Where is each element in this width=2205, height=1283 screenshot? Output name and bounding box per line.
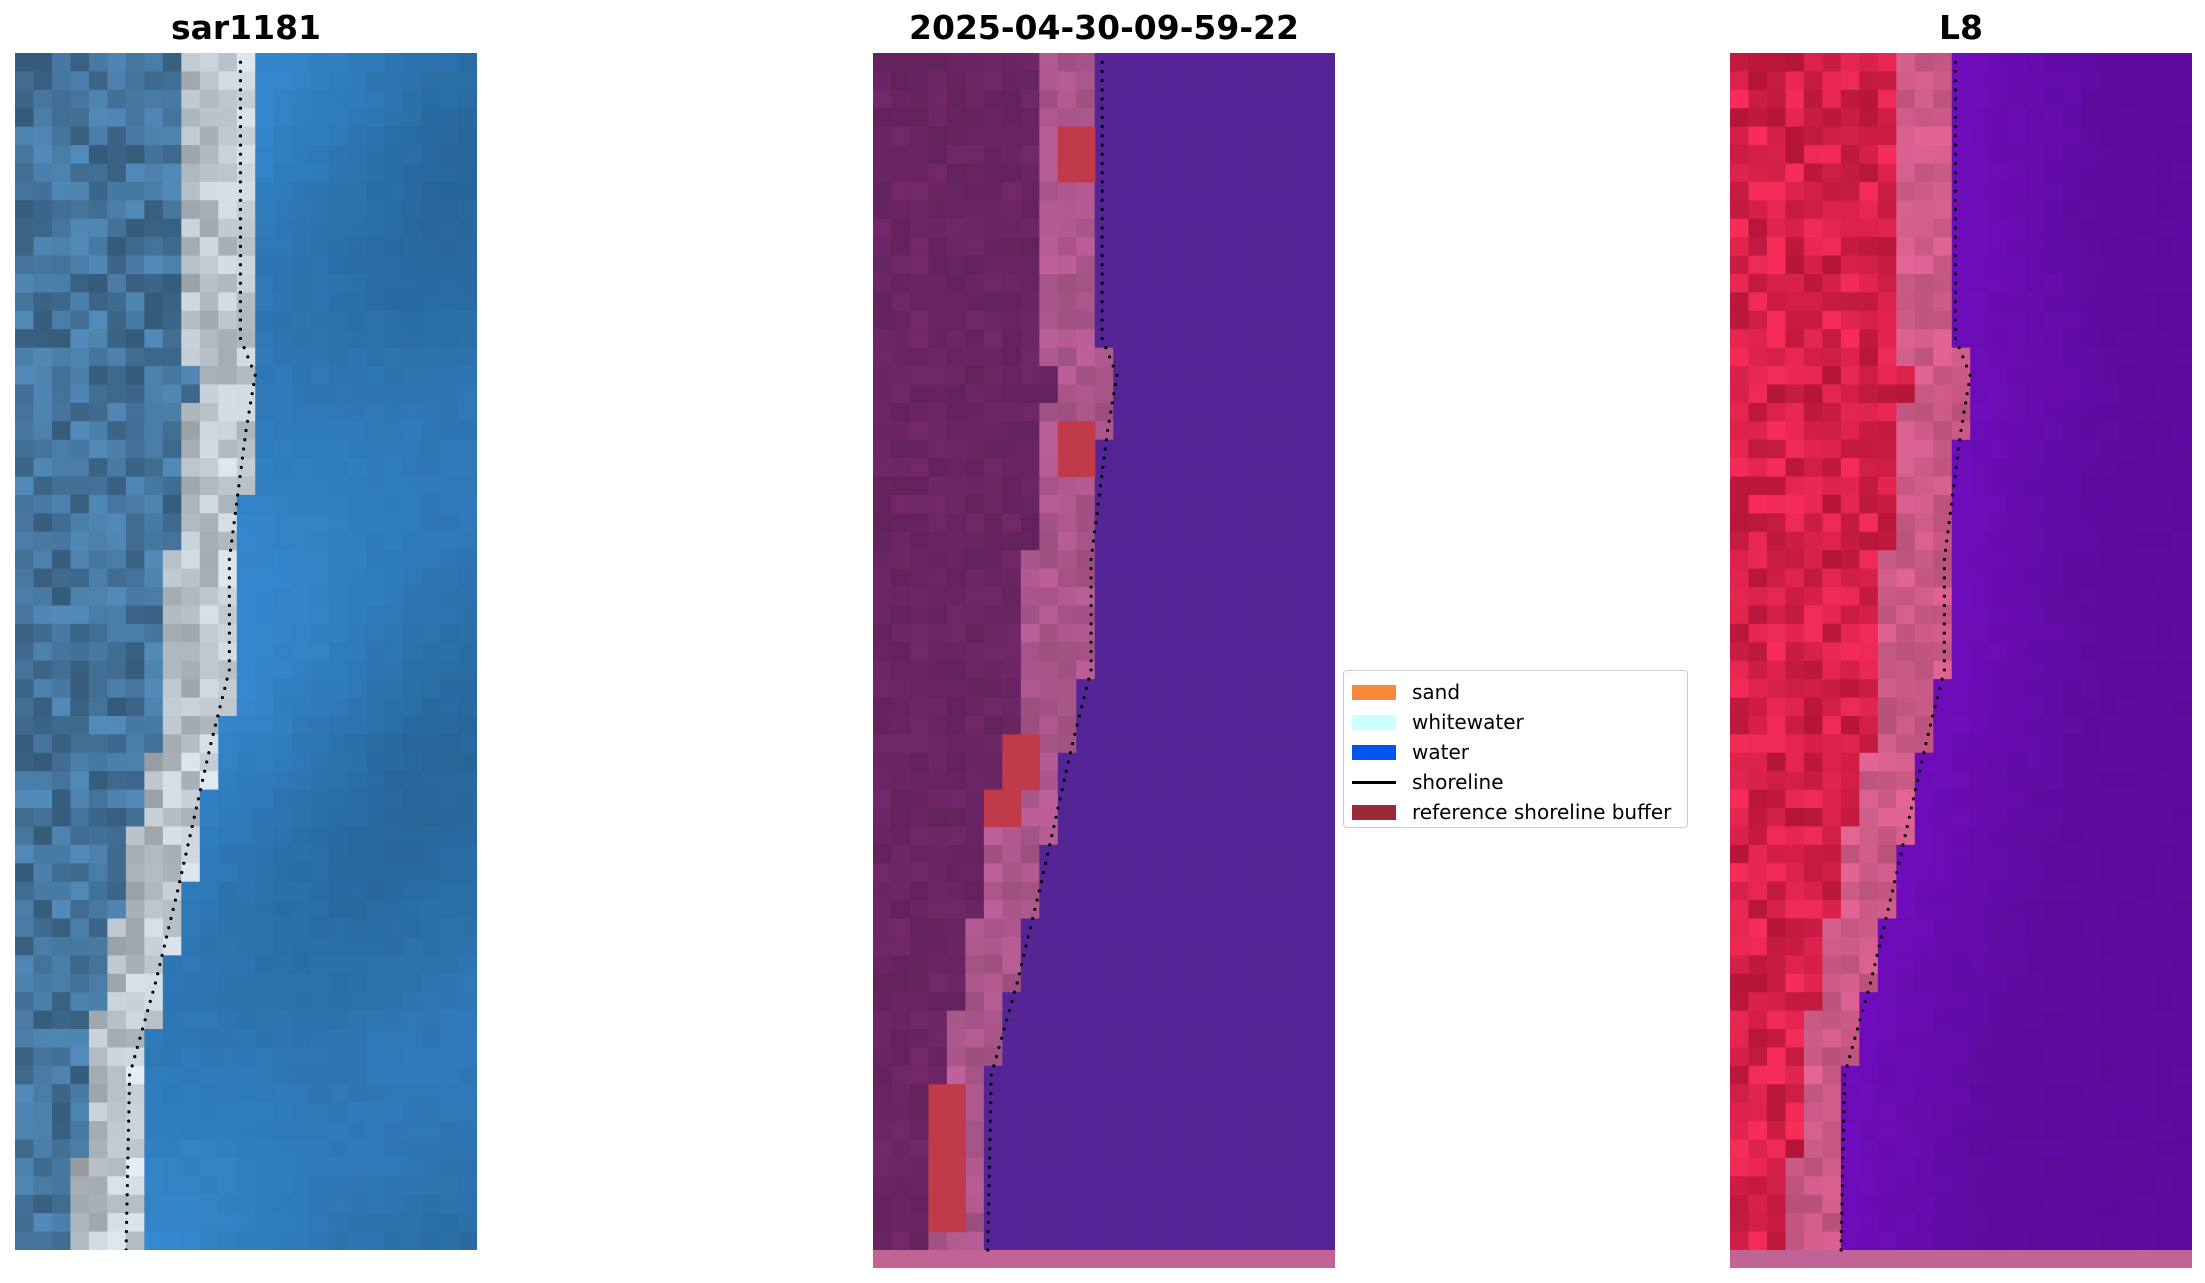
legend-label-sand: sand — [1412, 680, 1461, 704]
panel-title-mndwi: L8 — [1939, 8, 1983, 47]
legend-item-shoreline: shoreline — [1344, 767, 1687, 797]
legend-item-whitewater: whitewater — [1344, 707, 1687, 737]
mndwi-image-panel — [1730, 53, 2192, 1268]
legend-label-shoreline: shoreline — [1412, 770, 1504, 794]
legend-line-shoreline — [1352, 781, 1396, 784]
rgb-image — [15, 53, 477, 1250]
raster-pixels — [15, 53, 477, 1250]
panel-title-rgb: sar1181 — [170, 8, 322, 47]
reference-shoreline-buffer — [928, 126, 1096, 1233]
legend-label-water: water — [1412, 740, 1469, 764]
classified-image-panel — [873, 53, 1335, 1268]
shoreline-line — [124, 60, 257, 1250]
legend-item-reference-buffer: reference shoreline buffer — [1344, 797, 1687, 827]
bottom-strip — [1730, 1250, 2192, 1268]
shoreline-line — [986, 60, 1119, 1252]
legend-label-whitewater: whitewater — [1412, 710, 1524, 734]
legend-swatch-whitewater — [1352, 715, 1396, 730]
raster-pixels — [1730, 53, 2192, 1251]
legend: sand whitewater water shoreline referenc… — [1343, 670, 1688, 828]
legend-item-sand: sand — [1344, 677, 1687, 707]
bottom-strip — [873, 1250, 1335, 1268]
legend-swatch-reference-buffer — [1352, 805, 1396, 820]
mndwi-image — [1730, 53, 2192, 1268]
legend-swatch-sand — [1352, 685, 1396, 700]
legend-label-reference-buffer: reference shoreline buffer — [1412, 800, 1672, 824]
panel-title-classified: 2025-04-30-09-59-22 — [909, 8, 1299, 47]
rgb-image-panel — [15, 53, 477, 1250]
classified-image — [873, 53, 1335, 1268]
shoreline-line — [1839, 60, 1972, 1252]
legend-swatch-water — [1352, 745, 1396, 760]
legend-item-water: water — [1344, 737, 1687, 767]
raster-pixels — [873, 53, 1335, 1251]
